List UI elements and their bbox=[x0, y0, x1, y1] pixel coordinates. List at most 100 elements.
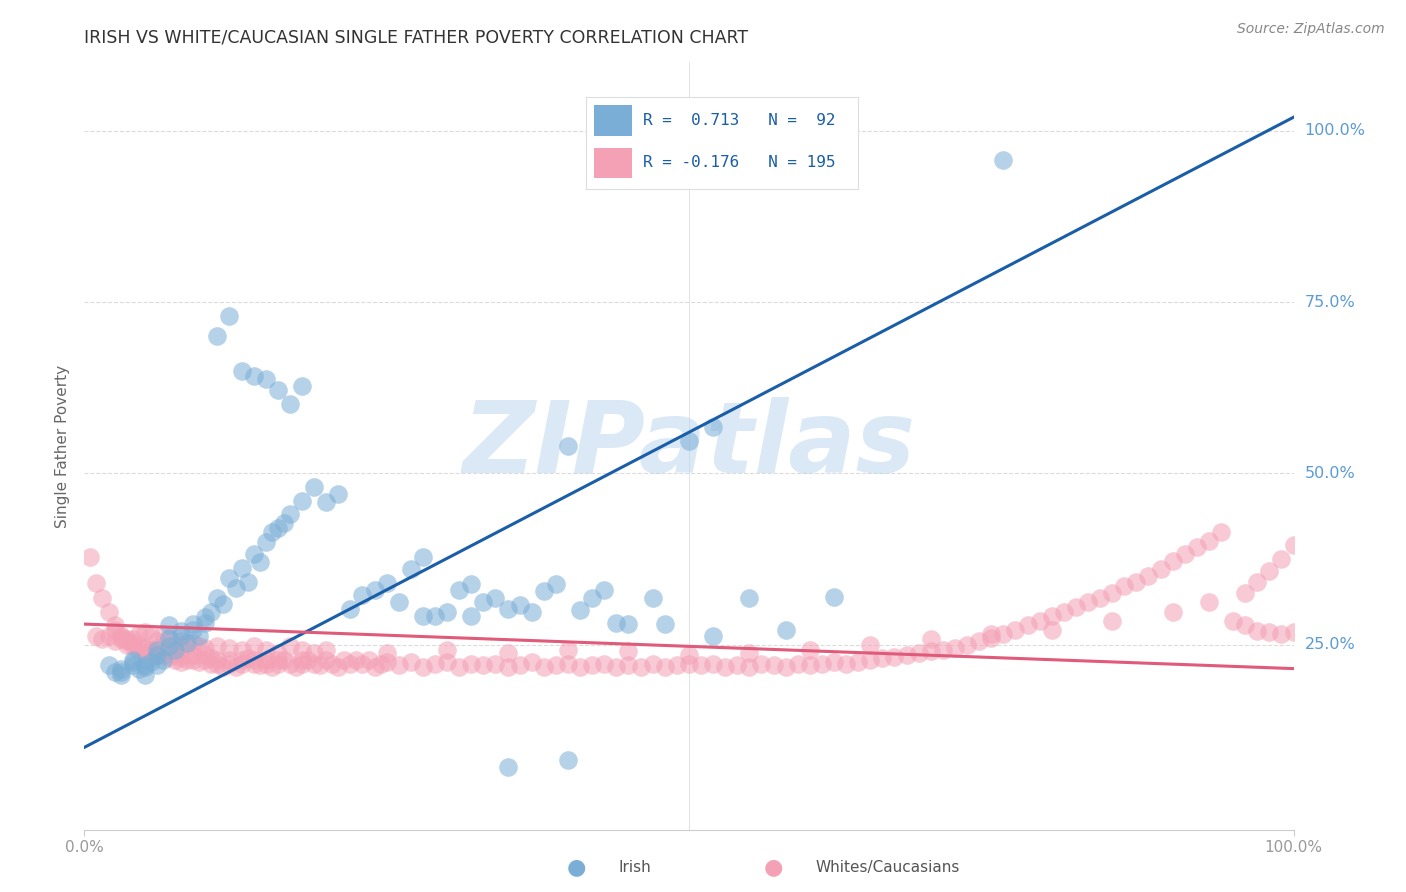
Point bbox=[557, 439, 579, 453]
Point bbox=[157, 631, 180, 645]
Point bbox=[363, 659, 385, 673]
Point bbox=[115, 638, 138, 652]
Point bbox=[423, 657, 446, 671]
Point bbox=[176, 653, 198, 667]
Text: Source: ZipAtlas.com: Source: ZipAtlas.com bbox=[1237, 22, 1385, 37]
Point bbox=[496, 602, 519, 616]
Point bbox=[104, 665, 127, 679]
Point bbox=[399, 562, 422, 576]
Point bbox=[1040, 623, 1063, 637]
Point bbox=[1149, 562, 1171, 576]
Point bbox=[146, 634, 169, 648]
Point bbox=[943, 641, 966, 656]
Point bbox=[254, 535, 277, 549]
Point bbox=[811, 657, 834, 671]
Point bbox=[1017, 618, 1039, 632]
Point bbox=[823, 590, 845, 604]
Point bbox=[254, 643, 277, 657]
Point bbox=[1258, 625, 1281, 640]
Point bbox=[370, 657, 392, 671]
Point bbox=[231, 561, 253, 575]
Point bbox=[1088, 591, 1111, 605]
Point bbox=[896, 648, 918, 662]
Point bbox=[207, 329, 229, 343]
Point bbox=[181, 648, 204, 662]
Point bbox=[170, 634, 193, 648]
Point bbox=[236, 574, 259, 589]
Point bbox=[605, 659, 627, 673]
Point bbox=[146, 641, 169, 656]
Point bbox=[291, 643, 314, 657]
Point bbox=[291, 378, 314, 392]
Point bbox=[207, 657, 229, 671]
Point bbox=[520, 605, 543, 619]
Point bbox=[509, 658, 531, 673]
Point bbox=[346, 653, 368, 667]
Point bbox=[799, 658, 821, 673]
Point bbox=[605, 615, 627, 630]
Point bbox=[165, 638, 187, 652]
Point bbox=[472, 658, 495, 673]
Point bbox=[128, 662, 150, 676]
Point bbox=[254, 657, 277, 671]
Text: Whites/Caucasians: Whites/Caucasians bbox=[815, 860, 960, 874]
Point bbox=[823, 655, 845, 669]
Point bbox=[157, 632, 180, 647]
Y-axis label: Single Father Poverty: Single Father Poverty bbox=[55, 365, 70, 527]
Point bbox=[79, 549, 101, 564]
Point bbox=[484, 591, 506, 605]
Point bbox=[569, 659, 592, 673]
Point bbox=[176, 636, 198, 650]
Point bbox=[1077, 595, 1099, 609]
Point bbox=[1101, 586, 1123, 600]
Point bbox=[1209, 524, 1232, 539]
Point bbox=[225, 582, 247, 596]
Point bbox=[1004, 623, 1026, 637]
Point bbox=[194, 615, 217, 630]
Text: IRISH VS WHITE/CAUCASIAN SINGLE FATHER POVERTY CORRELATION CHART: IRISH VS WHITE/CAUCASIAN SINGLE FATHER P… bbox=[84, 29, 748, 47]
Point bbox=[278, 639, 301, 653]
Point bbox=[218, 309, 240, 323]
Point bbox=[260, 524, 283, 539]
Point bbox=[128, 643, 150, 657]
Text: ●: ● bbox=[567, 857, 586, 877]
Point bbox=[170, 649, 193, 664]
Point bbox=[157, 644, 180, 658]
Point bbox=[91, 591, 114, 605]
Point bbox=[1161, 554, 1184, 568]
Point bbox=[449, 659, 471, 673]
Point bbox=[157, 618, 180, 632]
Point bbox=[617, 644, 640, 658]
Point bbox=[231, 657, 253, 671]
Point bbox=[544, 658, 567, 673]
Point bbox=[484, 657, 506, 671]
Text: 25.0%: 25.0% bbox=[1305, 637, 1355, 652]
Point bbox=[412, 659, 434, 673]
Point bbox=[115, 632, 138, 647]
Point bbox=[920, 632, 942, 647]
Point bbox=[328, 487, 350, 501]
Point bbox=[146, 646, 169, 660]
Point bbox=[242, 653, 264, 667]
Point bbox=[254, 653, 277, 667]
Point bbox=[110, 662, 132, 676]
Point bbox=[1125, 574, 1147, 589]
Point bbox=[309, 658, 332, 673]
Point bbox=[1028, 614, 1050, 628]
Point bbox=[956, 638, 979, 652]
Point bbox=[110, 632, 132, 647]
Point bbox=[496, 659, 519, 673]
Point bbox=[581, 658, 603, 673]
Point bbox=[846, 655, 869, 669]
Point bbox=[460, 657, 482, 671]
Point bbox=[690, 658, 713, 673]
Point bbox=[399, 655, 422, 669]
Point bbox=[134, 646, 156, 660]
Point bbox=[86, 576, 108, 591]
Point bbox=[1258, 564, 1281, 578]
Point bbox=[775, 623, 797, 637]
Point bbox=[980, 627, 1002, 641]
Point bbox=[278, 396, 301, 410]
Point bbox=[835, 657, 858, 671]
Point bbox=[980, 631, 1002, 645]
